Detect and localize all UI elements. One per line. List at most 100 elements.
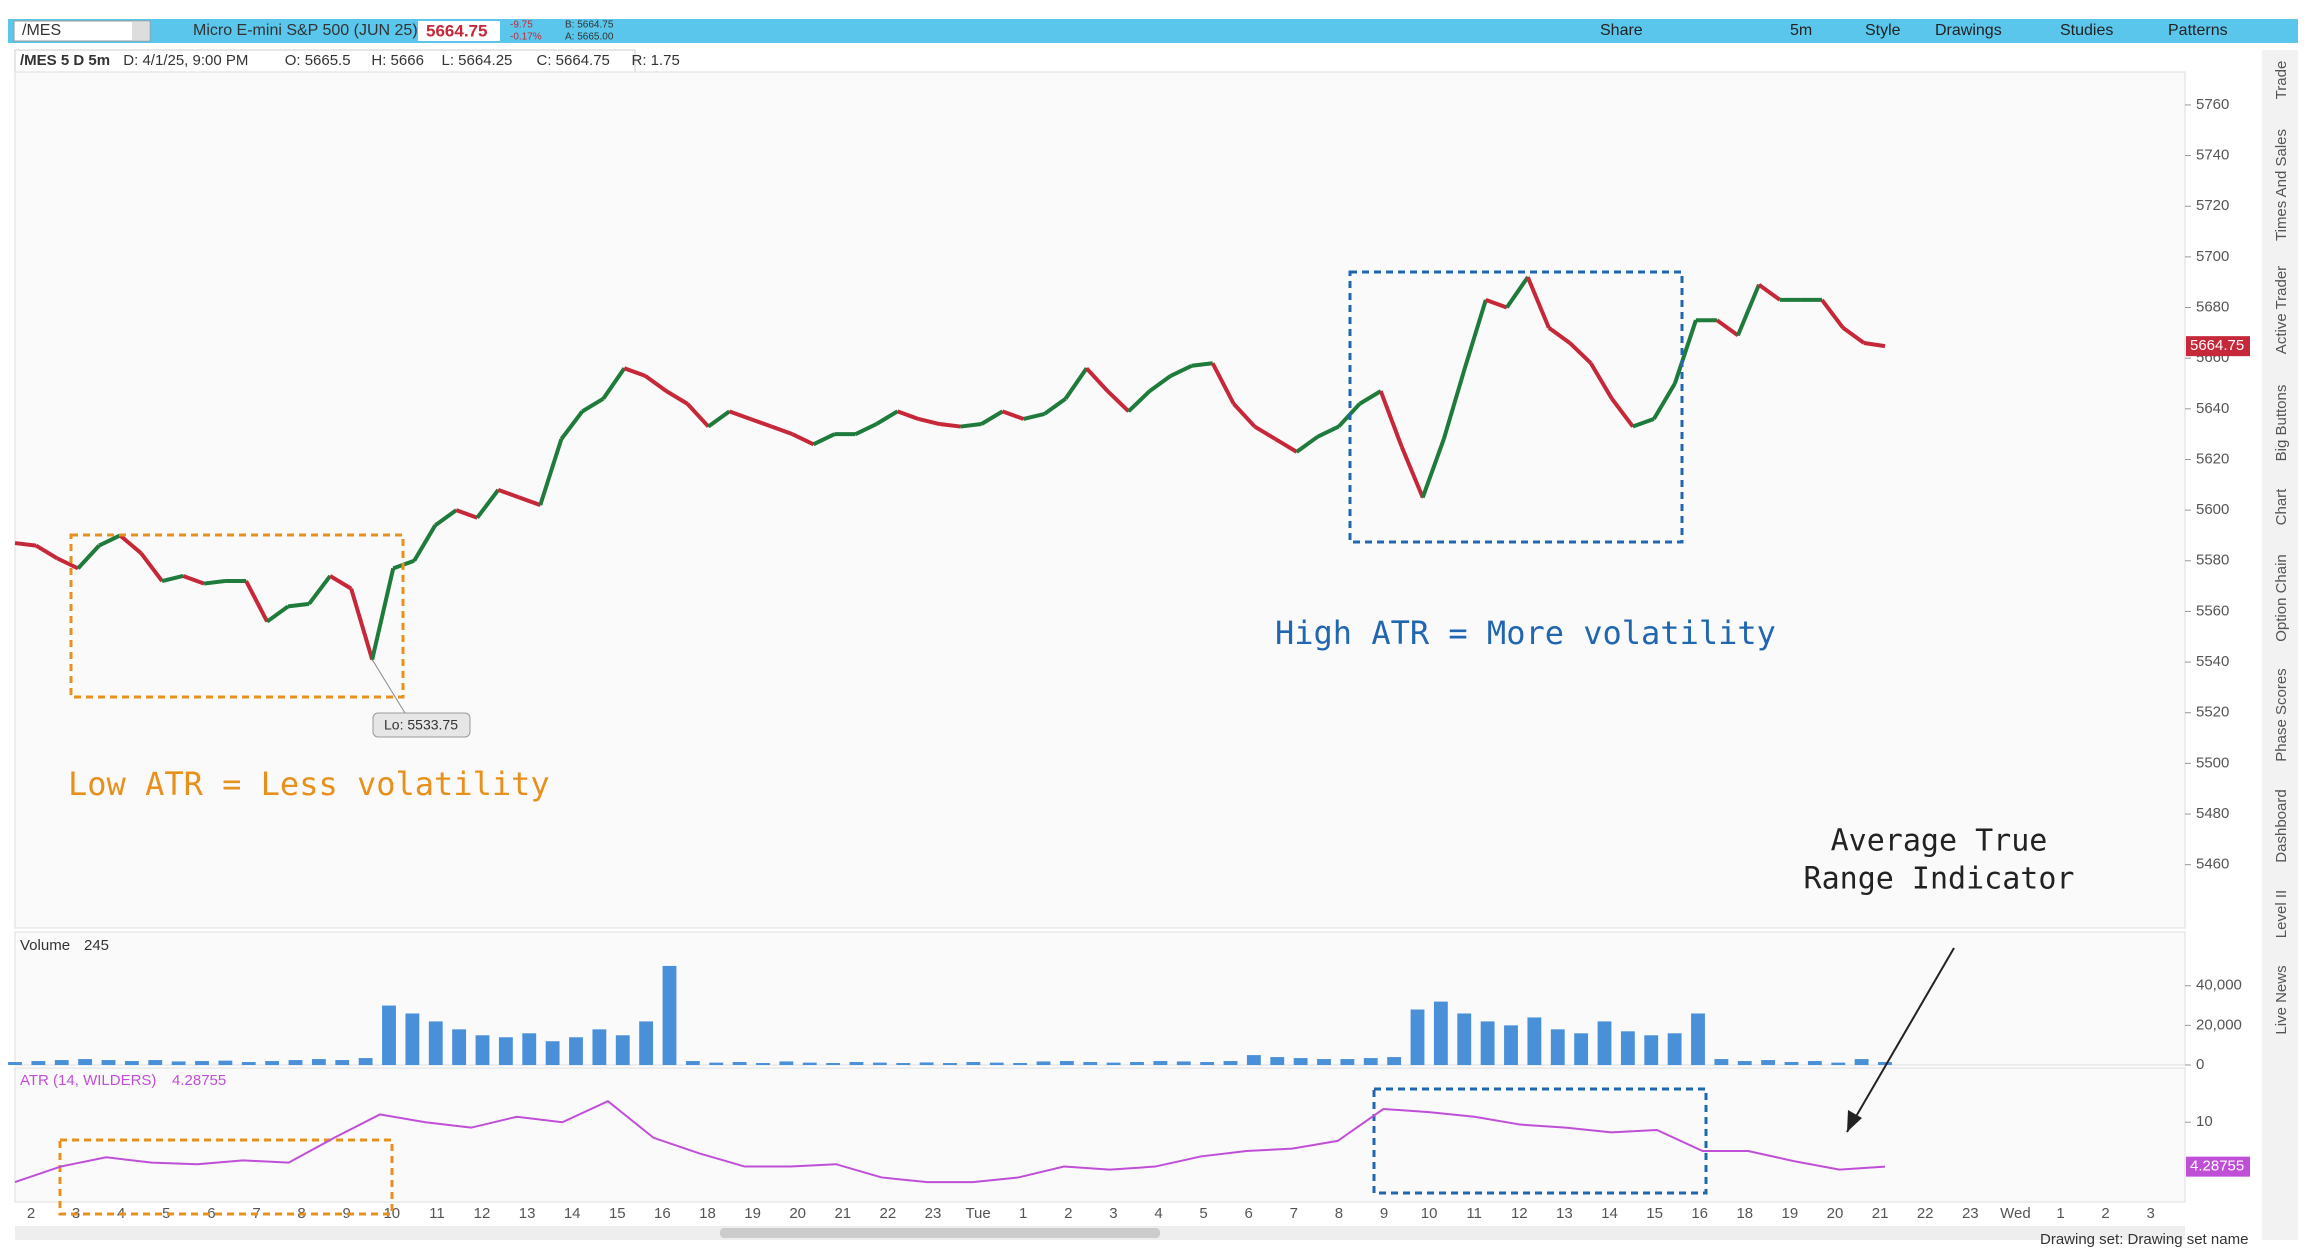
- volume-bar: [779, 1061, 794, 1065]
- candle: [875, 409, 899, 426]
- volume-bar: [1223, 1061, 1238, 1065]
- x-tick-label: 9: [343, 1205, 351, 1222]
- side-tab[interactable]: Phase Scores: [2273, 668, 2290, 761]
- y-tick-label: 5560: [2196, 602, 2229, 619]
- volume-bar: [1083, 1062, 1098, 1065]
- x-tick-label: 19: [1782, 1205, 1799, 1222]
- volume-bar: [872, 1062, 887, 1065]
- last-box: [418, 21, 500, 41]
- volume-bar: [1293, 1058, 1308, 1065]
- info-field: H: 5666: [371, 52, 424, 69]
- candle: [182, 574, 205, 586]
- price-pane: [14, 71, 2186, 929]
- x-tick-label: 5: [162, 1205, 170, 1222]
- candle: [1757, 283, 1782, 302]
- x-tick-label: 3: [1109, 1205, 1117, 1222]
- volume-bar: [732, 1062, 747, 1065]
- volume-bar: [1878, 1062, 1892, 1065]
- candle: [791, 432, 815, 447]
- candle: [749, 417, 773, 429]
- info-field: /MES 5 D 5m: [20, 52, 110, 69]
- candle: [307, 574, 332, 606]
- side-tab[interactable]: Dashboard: [2273, 789, 2290, 862]
- volume-bar: [78, 1059, 93, 1065]
- candle: [244, 580, 269, 623]
- candle: [1127, 389, 1151, 413]
- volume-bar: [1340, 1059, 1355, 1065]
- x-tick-label: 2: [27, 1205, 35, 1222]
- volume-bar: [1387, 1057, 1402, 1065]
- y-tick-label: 5580: [2196, 552, 2229, 569]
- x-tick-label: 23: [925, 1205, 942, 1222]
- y-tick-label: 20,000: [2196, 1016, 2242, 1033]
- volume-bar: [382, 1005, 396, 1065]
- symbol-input[interactable]: [13, 20, 151, 42]
- volume-bar: [615, 1035, 630, 1065]
- low-box: [372, 712, 471, 738]
- side-tab[interactable]: Level II: [2273, 890, 2290, 938]
- atr-pane: [14, 1067, 2186, 1203]
- volume-bar: [685, 1061, 700, 1065]
- y-tick-label: 40,000: [2196, 977, 2242, 994]
- info-field: L: 5664.25: [442, 52, 513, 69]
- scroll-thumb[interactable]: [720, 1228, 1160, 1238]
- volume-bar: [1176, 1061, 1191, 1065]
- volume-bar: [171, 1061, 186, 1065]
- pane-title: ATR (14, WILDERS): [20, 1072, 156, 1089]
- x-tick-label: 15: [609, 1205, 626, 1222]
- side-tab[interactable]: Active Trader: [2273, 266, 2290, 354]
- side-tab[interactable]: Option Chain: [2273, 554, 2290, 642]
- volume-bar: [639, 1021, 654, 1065]
- x-tick-label: 14: [1601, 1205, 1618, 1222]
- toolbar-button[interactable]: Drawings: [1935, 22, 2002, 39]
- volume-bar: [54, 1060, 69, 1065]
- side-tab[interactable]: Big Buttons: [2273, 385, 2290, 462]
- candle: [896, 409, 920, 421]
- toolbar: [8, 19, 2298, 43]
- annotation-box: [1348, 270, 1684, 544]
- candle: [1023, 411, 1046, 421]
- candle: [1274, 437, 1298, 454]
- x-tick-label: 16: [654, 1205, 671, 1222]
- side-tab[interactable]: Chart: [2273, 488, 2290, 526]
- x-tick-label: 1: [2056, 1205, 2064, 1222]
- volume-bar: [662, 965, 677, 1065]
- candle: [14, 541, 37, 548]
- candle: [1632, 417, 1655, 429]
- toolbar-button[interactable]: Patterns: [2168, 22, 2228, 39]
- symbol-dropdown[interactable]: [132, 22, 149, 40]
- candle: [329, 574, 353, 591]
- toolbar-button[interactable]: Share: [1600, 22, 1643, 39]
- volume-bar: [1059, 1061, 1074, 1065]
- side-tab-bar: [2262, 50, 2298, 1240]
- candle: [1106, 389, 1130, 413]
- candle: [1001, 409, 1025, 421]
- y-tick-label: 5620: [2196, 450, 2229, 467]
- volume-bar: [1504, 1025, 1518, 1065]
- toolbar-button[interactable]: Studies: [2060, 22, 2113, 39]
- volume-bar: [1831, 1062, 1846, 1065]
- candle: [1378, 390, 1404, 448]
- x-tick-label: 11: [1466, 1205, 1482, 1222]
- candle: [265, 604, 290, 624]
- side-tab[interactable]: Times And Sales: [2273, 129, 2290, 241]
- annotation: High ATR = More volatility: [1275, 614, 1776, 652]
- toolbar-button[interactable]: Style: [1865, 22, 1901, 39]
- candle: [1441, 367, 1467, 440]
- candle: [623, 366, 647, 378]
- y-tick-label: 5460: [2196, 856, 2229, 873]
- volume-bar: [1480, 1021, 1495, 1065]
- volume-bar: [1410, 1009, 1425, 1065]
- indicator-note: Average True: [1831, 824, 2048, 859]
- candle: [139, 551, 164, 583]
- volume-bar: [1620, 1031, 1635, 1065]
- volume-bar: [1433, 1001, 1448, 1065]
- toolbar-button[interactable]: 5m: [1790, 22, 1812, 39]
- side-tab[interactable]: Trade: [2273, 61, 2290, 100]
- volume-bar: [1854, 1059, 1869, 1065]
- side-tab[interactable]: Live News: [2273, 965, 2290, 1034]
- candle: [1820, 298, 1845, 329]
- x-tick-label: Tue: [965, 1205, 990, 1222]
- y-tick-label: 5640: [2196, 400, 2229, 417]
- x-tick-label: 19: [744, 1205, 761, 1222]
